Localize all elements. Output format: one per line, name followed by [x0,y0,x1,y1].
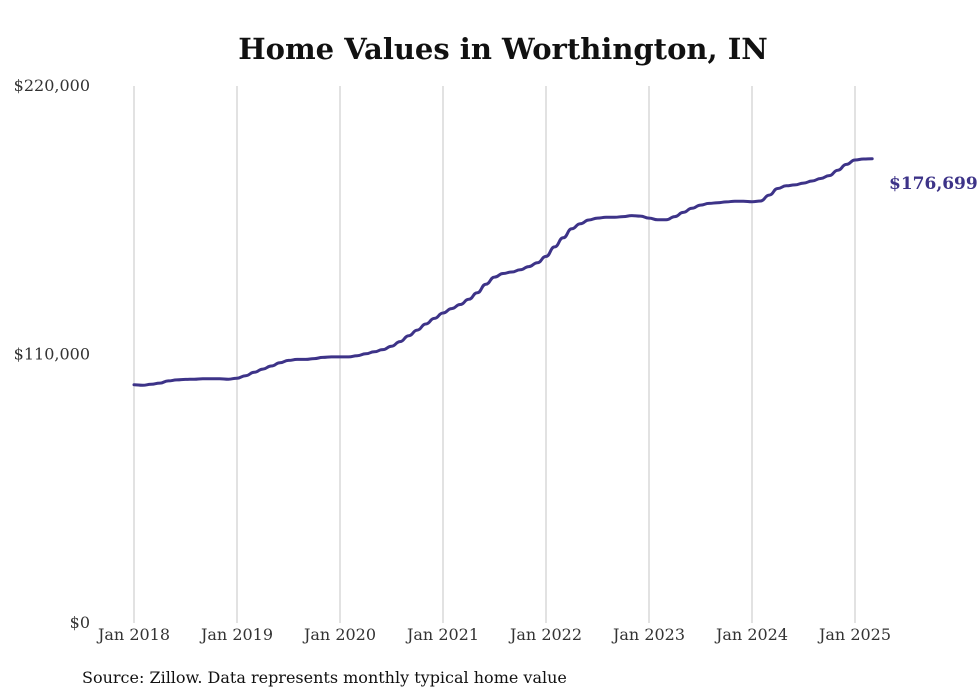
x-tick-label: Jan 2024 [714,625,788,644]
source-note: Source: Zillow. Data represents monthly … [82,668,567,687]
x-tick-label: Jan 2022 [508,625,582,644]
chart-title: Home Values in Worthington, IN [238,32,768,66]
x-tick-label: Jan 2021 [405,625,479,644]
y-tick-label: $220,000 [14,76,90,95]
home-value-series-line [132,157,874,387]
x-axis-ticks: Jan 2018 Jan 2019 Jan 2020 Jan 2021 Jan 2022… [96,625,891,644]
x-tick-label: Jan 2023 [611,625,685,644]
x-tick-label: Jan 2019 [199,625,273,644]
y-tick-label: $0 [70,613,90,632]
x-tick-label: Jan 2025 [817,625,891,644]
x-gridlines [133,86,856,623]
y-tick-label: $110,000 [14,345,90,364]
x-tick-label: Jan 2018 [96,625,170,644]
y-axis-ticks: $0 $110,000 $220,000 [14,76,90,632]
x-tick-label: Jan 2020 [302,625,376,644]
end-value-label: $176,699 [889,174,978,194]
